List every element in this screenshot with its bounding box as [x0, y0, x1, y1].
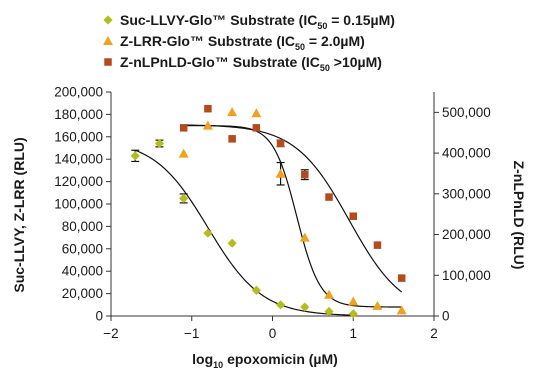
x-tick-label: 2 [430, 326, 438, 341]
y-left-tick-label: 200,000 [54, 85, 103, 100]
data-point-series-2 [227, 107, 238, 117]
data-point-series-3 [397, 274, 406, 282]
x-tick-label: 0 [269, 326, 277, 341]
data-point-series-3 [276, 139, 285, 148]
data-point-series-3 [228, 135, 236, 143]
x-axis-title-post: epoxomicin (µM) [223, 351, 338, 367]
y-left-tick-label: 120,000 [54, 174, 103, 189]
data-point-series-2 [178, 148, 189, 158]
data-point-series-3 [204, 104, 212, 113]
legend-marker-1 [103, 15, 113, 25]
y-right-tick-label: 0 [442, 309, 450, 324]
y-left-tick-label: 160,000 [54, 129, 103, 144]
legend-label-1: Suc-LLVY-Glo™ Substrate (IC50 = 0.15µM) [120, 12, 395, 31]
x-tick-label: −2 [103, 326, 118, 341]
data-point-series-2 [299, 232, 310, 242]
fit-curve-3 [183, 124, 403, 293]
data-point-series-1 [348, 309, 358, 319]
x-axis-title-pre: log [192, 351, 213, 367]
legend-label-3: Z-nLPnLD-Glo™ Substrate (IC50 >10µM) [120, 54, 382, 73]
data-point-series-3 [252, 124, 261, 132]
y-left-tick-label: 140,000 [54, 152, 103, 167]
axes: 0 20,000 40,000 60,000 80,000 100,000 120,000 1… [54, 85, 491, 342]
legend-marker-3 [104, 58, 112, 66]
y-right-tick-label: 400,000 [442, 146, 491, 161]
y-right-tick-label: 500,000 [442, 105, 491, 120]
legend-label-text: = 2.0µM) [305, 33, 365, 49]
legend-label-subscript: 50 [295, 42, 305, 52]
y-right-tick-label: 300,000 [442, 186, 491, 201]
data-point-series-2 [202, 120, 213, 130]
fit-curve-1 [134, 149, 354, 316]
data-point-series-1 [154, 138, 165, 149]
x-axis-title-sub: 10 [213, 360, 223, 370]
y-right-tick-label: 100,000 [442, 268, 491, 283]
legend-label-text: = 0.15µM) [327, 12, 395, 28]
data-points [130, 104, 407, 319]
legend-marker-2 [103, 36, 113, 45]
data-point-series-1 [203, 228, 213, 238]
legend-label-subscript: 50 [320, 63, 330, 73]
legend-label-text: Suc-LLVY-Glo™ Substrate (IC [120, 12, 317, 28]
data-point-series-2 [348, 296, 359, 306]
data-point-series-1 [300, 302, 310, 312]
y-left-tick-label: 100,000 [54, 197, 103, 212]
data-point-series-1 [179, 193, 189, 203]
data-point-series-2 [396, 305, 407, 315]
data-point-series-1 [251, 285, 261, 295]
y-axis-left-title: Suc-LLVY, Z-LRR (RLU) [11, 137, 27, 292]
data-point-series-2 [372, 300, 383, 310]
data-point-series-2 [324, 289, 335, 299]
y-left-tick-label: 60,000 [62, 241, 103, 256]
data-point-series-1 [275, 300, 286, 310]
y-left-tick-label: 20,000 [62, 286, 103, 301]
y-left-tick-label: 0 [95, 309, 103, 324]
legend-label-2: Z-LRR-Glo™ Substrate (IC50 = 2.0µM) [120, 33, 365, 52]
data-point-series-3 [373, 241, 382, 249]
fit-curves [134, 124, 403, 316]
data-point-series-1 [324, 306, 334, 317]
y-left-tick-label: 180,000 [54, 107, 103, 122]
fit-curve-2 [183, 125, 402, 308]
legend-label-subscript: 50 [317, 21, 327, 31]
y-axis-right-title: Z-nLPnLD (RLU) [511, 161, 527, 270]
data-point-series-2 [275, 168, 286, 178]
y-right-tick-label: 200,000 [442, 227, 491, 242]
x-tick-label: 1 [349, 326, 357, 341]
data-point-series-2 [251, 108, 262, 118]
y-left-tick-label: 80,000 [62, 219, 103, 234]
data-point-series-3 [301, 170, 309, 179]
data-point-series-3 [179, 124, 188, 132]
y-left-tick-label: 40,000 [62, 264, 103, 279]
x-axis-title: log10 epoxomicin (µM) [192, 351, 338, 370]
legend-label-text: Z-nLPnLD-Glo™ Substrate (IC [120, 54, 320, 70]
data-point-series-1 [227, 238, 237, 248]
legend: Suc-LLVY-Glo™ Substrate (IC50 = 0.15µM)Z… [103, 12, 395, 73]
x-tick-label: −1 [184, 326, 199, 341]
data-point-series-3 [325, 193, 333, 201]
legend-label-text: Z-LRR-Glo™ Substrate (IC [120, 33, 295, 49]
legend-label-text: >10µM) [330, 54, 382, 70]
data-point-series-3 [349, 212, 357, 220]
data-point-series-1 [130, 151, 140, 161]
